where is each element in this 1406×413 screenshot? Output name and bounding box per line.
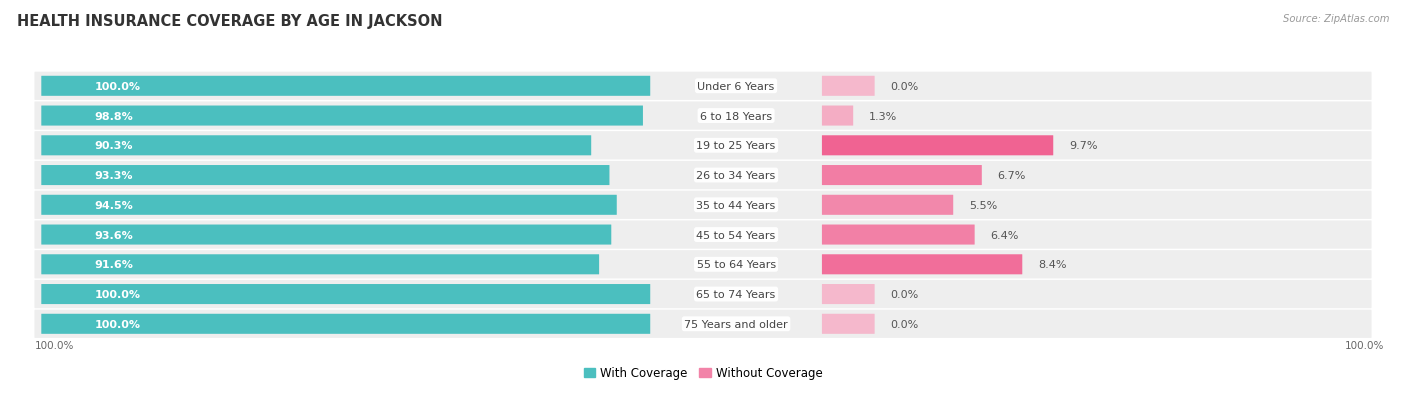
Text: 5.5%: 5.5%: [969, 200, 997, 210]
Text: HEALTH INSURANCE COVERAGE BY AGE IN JACKSON: HEALTH INSURANCE COVERAGE BY AGE IN JACK…: [17, 14, 443, 29]
Text: 26 to 34 Years: 26 to 34 Years: [696, 171, 776, 180]
Text: 90.3%: 90.3%: [94, 141, 134, 151]
Text: 0.0%: 0.0%: [890, 82, 918, 92]
Text: 98.8%: 98.8%: [94, 111, 134, 121]
Text: Under 6 Years: Under 6 Years: [697, 82, 775, 92]
Text: 65 to 74 Years: 65 to 74 Years: [696, 290, 776, 299]
FancyBboxPatch shape: [41, 314, 650, 334]
FancyBboxPatch shape: [41, 166, 609, 185]
Text: 6.4%: 6.4%: [990, 230, 1019, 240]
FancyBboxPatch shape: [823, 166, 981, 185]
FancyBboxPatch shape: [35, 161, 1371, 190]
FancyBboxPatch shape: [35, 102, 1371, 131]
FancyBboxPatch shape: [35, 310, 1371, 338]
FancyBboxPatch shape: [823, 225, 974, 245]
Text: 100.0%: 100.0%: [94, 290, 141, 299]
FancyBboxPatch shape: [41, 225, 612, 245]
Text: 100.0%: 100.0%: [94, 319, 141, 329]
Text: 45 to 54 Years: 45 to 54 Years: [696, 230, 776, 240]
Legend: With Coverage, Without Coverage: With Coverage, Without Coverage: [583, 366, 823, 380]
FancyBboxPatch shape: [35, 251, 1371, 279]
Text: 75 Years and older: 75 Years and older: [685, 319, 787, 329]
Text: 19 to 25 Years: 19 to 25 Years: [696, 141, 776, 151]
Text: 91.6%: 91.6%: [94, 260, 134, 270]
FancyBboxPatch shape: [823, 255, 1022, 275]
Text: 94.5%: 94.5%: [94, 200, 134, 210]
FancyBboxPatch shape: [823, 195, 953, 215]
FancyBboxPatch shape: [41, 195, 617, 215]
FancyBboxPatch shape: [41, 76, 650, 97]
FancyBboxPatch shape: [41, 106, 643, 126]
Text: 0.0%: 0.0%: [890, 290, 918, 299]
Text: 55 to 64 Years: 55 to 64 Years: [696, 260, 776, 270]
Text: 8.4%: 8.4%: [1038, 260, 1067, 270]
Text: 1.3%: 1.3%: [869, 111, 897, 121]
Text: 100.0%: 100.0%: [1346, 340, 1385, 350]
FancyBboxPatch shape: [35, 73, 1371, 101]
Text: 100.0%: 100.0%: [35, 340, 75, 350]
FancyBboxPatch shape: [41, 255, 599, 275]
FancyBboxPatch shape: [41, 284, 650, 304]
FancyBboxPatch shape: [35, 280, 1371, 309]
Text: Source: ZipAtlas.com: Source: ZipAtlas.com: [1282, 14, 1389, 24]
Text: 93.3%: 93.3%: [94, 171, 134, 180]
FancyBboxPatch shape: [823, 136, 1053, 156]
FancyBboxPatch shape: [823, 314, 875, 334]
Text: 6 to 18 Years: 6 to 18 Years: [700, 111, 772, 121]
FancyBboxPatch shape: [823, 106, 853, 126]
FancyBboxPatch shape: [35, 132, 1371, 160]
FancyBboxPatch shape: [35, 221, 1371, 249]
FancyBboxPatch shape: [823, 284, 875, 304]
Text: 0.0%: 0.0%: [890, 319, 918, 329]
Text: 100.0%: 100.0%: [94, 82, 141, 92]
FancyBboxPatch shape: [41, 136, 591, 156]
Text: 93.6%: 93.6%: [94, 230, 134, 240]
Text: 35 to 44 Years: 35 to 44 Years: [696, 200, 776, 210]
FancyBboxPatch shape: [823, 76, 875, 97]
FancyBboxPatch shape: [35, 191, 1371, 219]
Text: 6.7%: 6.7%: [997, 171, 1026, 180]
Text: 9.7%: 9.7%: [1069, 141, 1098, 151]
